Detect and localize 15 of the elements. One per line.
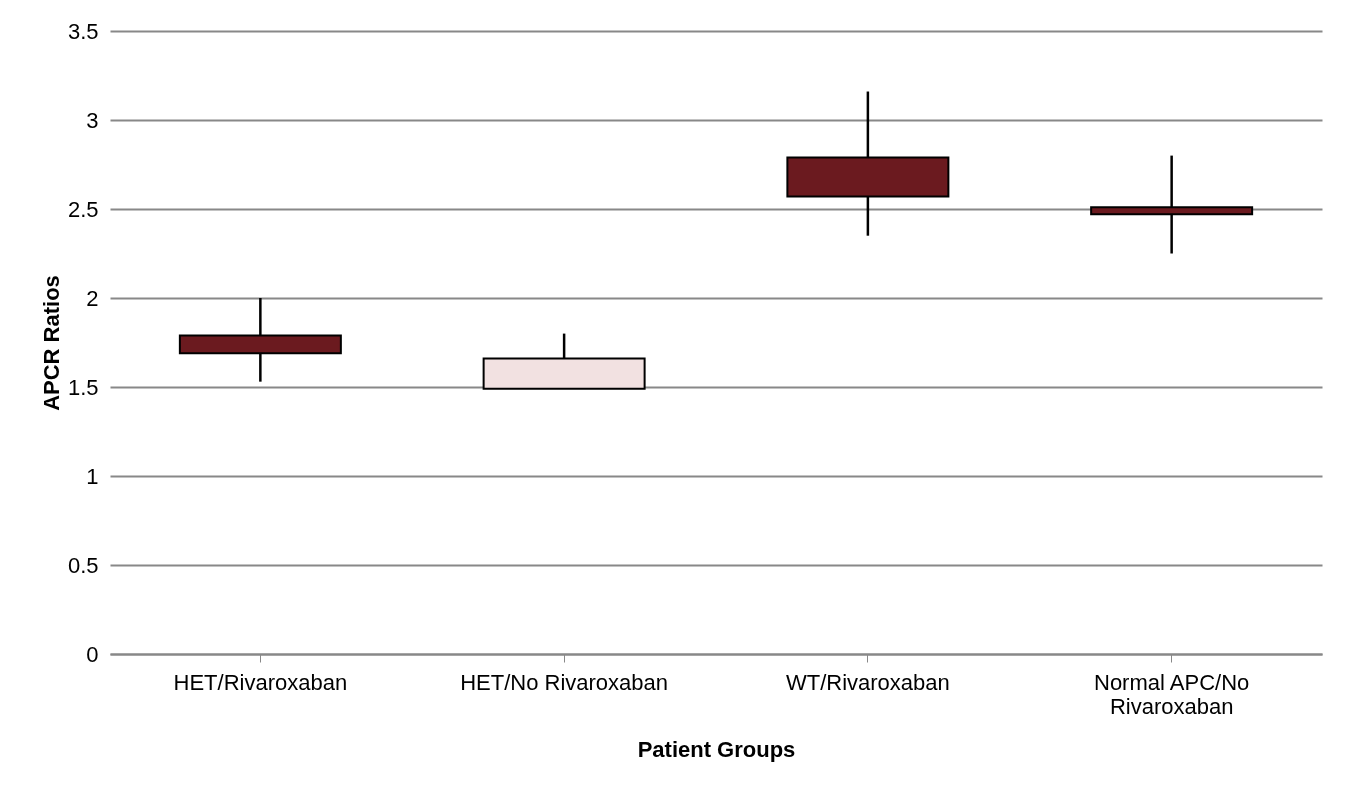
candlestick xyxy=(1090,154,1254,255)
x-tick-label: HET/No Rivaroxaban xyxy=(460,669,669,695)
y-tick-label: 1.5 xyxy=(67,374,99,400)
y-axis-title: APCR Ratios xyxy=(38,275,64,411)
y-tick-label: 3 xyxy=(86,107,99,133)
y-tick-label: 2 xyxy=(86,285,99,311)
y-tick-label: 3.5 xyxy=(67,18,99,44)
x-tick-label: WT/Rivaroxaban xyxy=(785,669,950,695)
x-axis-title: Patient Groups xyxy=(637,736,796,762)
y-tick-label: 0.5 xyxy=(67,552,99,578)
x-tick-label: Normal APC/No Rivaroxaban xyxy=(1094,669,1250,719)
y-tick-label: 2.5 xyxy=(67,196,99,222)
y-tick-label: 0 xyxy=(86,641,99,667)
y-tick-label: 1 xyxy=(86,463,99,489)
x-tick-label: HET/Rivaroxaban xyxy=(173,669,348,695)
